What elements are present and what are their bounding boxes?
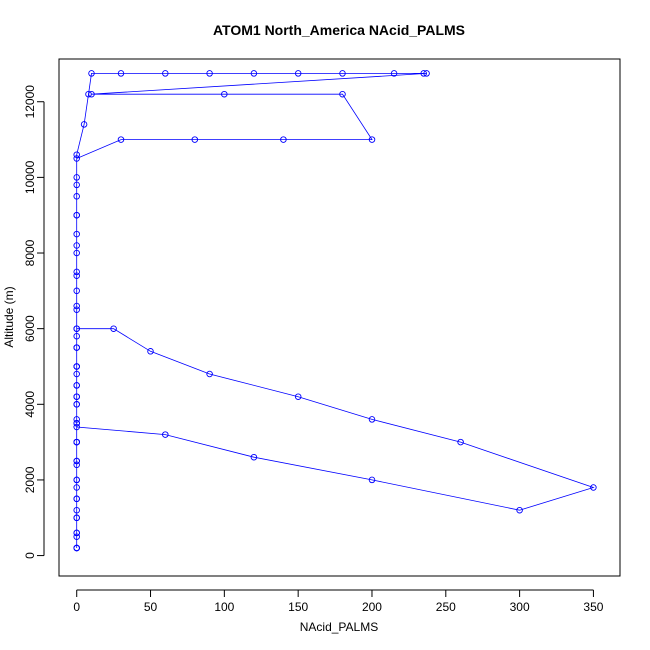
data-point: [420, 70, 427, 77]
data-point: [250, 70, 258, 77]
data-point: [294, 70, 302, 77]
data-point: [88, 70, 95, 77]
data-point: [73, 419, 80, 427]
data-point: [73, 151, 80, 158]
x-axis-label: NAcid_PALMS: [300, 620, 378, 634]
x-tick-label: 300: [510, 600, 530, 614]
data-point: [73, 344, 80, 351]
data-point: [73, 242, 80, 249]
y-tick-label: 6000: [23, 315, 37, 342]
data-point: [85, 90, 92, 98]
data-point: [88, 90, 95, 98]
data-point: [73, 529, 80, 537]
data-point: [80, 121, 88, 128]
x-tick-label: 0: [73, 600, 80, 614]
plot-frame: [58, 58, 621, 577]
chart-title: ATOM1 North_America NAcid_PALMS: [213, 22, 465, 38]
x-tick-label: 150: [288, 600, 308, 614]
data-point: [368, 476, 376, 484]
data-point: [110, 325, 117, 332]
data-point: [73, 302, 80, 310]
data-point: [73, 287, 80, 295]
data-point: [73, 332, 80, 340]
data-point: [73, 476, 80, 484]
data-point: [73, 506, 80, 514]
data-point: [73, 325, 80, 332]
x-axis: 0 50 100 150 200 250 300 350: [73, 589, 604, 614]
data-point: [73, 438, 80, 446]
y-axis: 0 2000 4000 6000 8000 10000 12000: [23, 85, 45, 559]
y-tick-label: 10000: [23, 160, 37, 194]
data-point: [390, 70, 398, 77]
data-point: [457, 438, 464, 446]
data-point: [162, 70, 169, 77]
data-point: [206, 70, 213, 77]
data-point: [73, 370, 80, 378]
data-point: [117, 70, 125, 77]
series-layer: [73, 70, 597, 552]
data-point: [73, 484, 80, 491]
data-point: [73, 457, 80, 465]
data-point: [73, 249, 80, 257]
data-point: [221, 90, 228, 98]
x-tick-label: 100: [214, 600, 234, 614]
data-point: [590, 484, 597, 491]
x-tick-label: 50: [144, 600, 158, 614]
data-point: [73, 272, 80, 279]
data-point: [73, 495, 80, 503]
data-point: [73, 544, 80, 552]
data-point: [73, 181, 80, 189]
data-point: [73, 401, 80, 408]
series-line: [76, 73, 595, 548]
data-point: [73, 174, 80, 181]
data-point: [423, 70, 430, 77]
data-point: [73, 230, 80, 238]
data-point: [73, 268, 80, 276]
data-point: [73, 461, 80, 469]
data-point: [191, 136, 199, 143]
y-tick-label: 0: [23, 552, 37, 559]
data-point: [73, 423, 80, 431]
x-tick-label: 200: [362, 600, 382, 614]
data-point: [368, 136, 376, 143]
data-point: [339, 90, 346, 98]
data-point: [73, 514, 80, 522]
data-point: [73, 306, 80, 313]
data-point: [73, 393, 80, 400]
x-tick-label: 350: [583, 600, 603, 614]
x-tick-label: 250: [436, 600, 456, 614]
data-point: [147, 348, 154, 355]
y-tick-label: 2000: [23, 466, 37, 493]
data-point: [206, 370, 213, 378]
y-tick-label: 12000: [23, 85, 37, 119]
data-point: [73, 211, 80, 219]
data-point: [162, 431, 169, 438]
data-point: [294, 393, 302, 400]
plot-area: [73, 70, 597, 552]
data-point: [73, 193, 80, 200]
data-point: [250, 453, 258, 461]
data-point: [73, 363, 80, 370]
data-point: [339, 70, 346, 77]
y-tick-label: 8000: [23, 239, 37, 266]
data-point: [516, 506, 523, 514]
data-point: [73, 416, 80, 423]
data-point: [73, 533, 80, 540]
data-point: [368, 416, 376, 423]
data-point: [280, 136, 287, 143]
y-tick-label: 4000: [23, 391, 37, 418]
y-axis-label: Altitude (m): [2, 286, 16, 347]
data-point: [73, 382, 80, 389]
data-point: [73, 155, 80, 162]
data-point: [117, 136, 125, 143]
